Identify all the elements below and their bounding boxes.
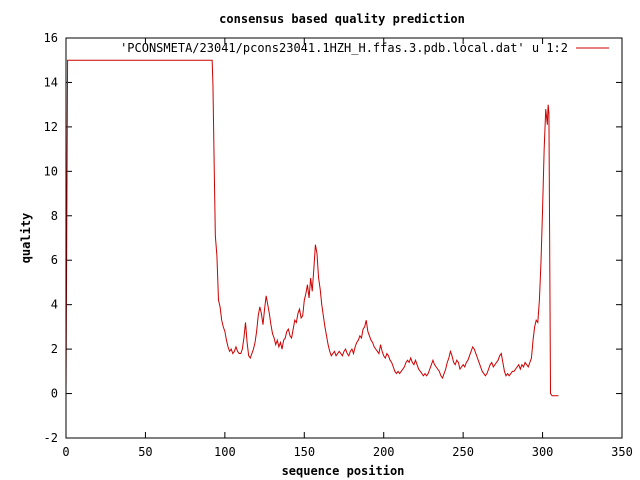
series-line-0: [65, 59, 559, 397]
y-tick-label: 4: [51, 298, 58, 312]
x-axis-label: sequence position: [282, 464, 405, 478]
x-tick-label: 250: [452, 445, 474, 459]
y-tick-label: -2: [44, 431, 58, 445]
chart-title: consensus based quality prediction: [219, 12, 465, 26]
legend-entry-label: 'PCONSMETA/23041/pcons23041.1HZH_H.ffas.…: [120, 41, 568, 55]
y-tick-label: 14: [44, 75, 58, 89]
y-tick-label: 8: [51, 209, 58, 223]
y-tick-label: 12: [44, 120, 58, 134]
x-tick-label: 300: [532, 445, 554, 459]
y-tick-label: 6: [51, 253, 58, 267]
y-tick-label: 0: [51, 387, 58, 401]
x-tick-label: 0: [62, 445, 69, 459]
axis-ticks: 0 50 100 150 200 250 300 350 -2 0 2 4 6 8 10 12 14 16: [44, 31, 633, 459]
y-tick-label: 16: [44, 31, 58, 45]
y-tick-label: 2: [51, 342, 58, 356]
x-tick-label: 100: [214, 445, 236, 459]
y-axis-label: quality: [19, 213, 33, 264]
x-tick-label: 200: [373, 445, 395, 459]
y-tick-label: 10: [44, 164, 58, 178]
x-tick-label: 350: [611, 445, 633, 459]
x-tick-label: 50: [138, 445, 152, 459]
series-layer: [65, 59, 559, 397]
legend: 'PCONSMETA/23041/pcons23041.1HZH_H.ffas.…: [120, 41, 609, 55]
x-tick-label: 150: [293, 445, 315, 459]
plot-frame: [65, 37, 623, 439]
